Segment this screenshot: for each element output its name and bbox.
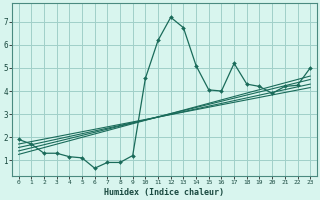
X-axis label: Humidex (Indice chaleur): Humidex (Indice chaleur) (104, 188, 224, 197)
